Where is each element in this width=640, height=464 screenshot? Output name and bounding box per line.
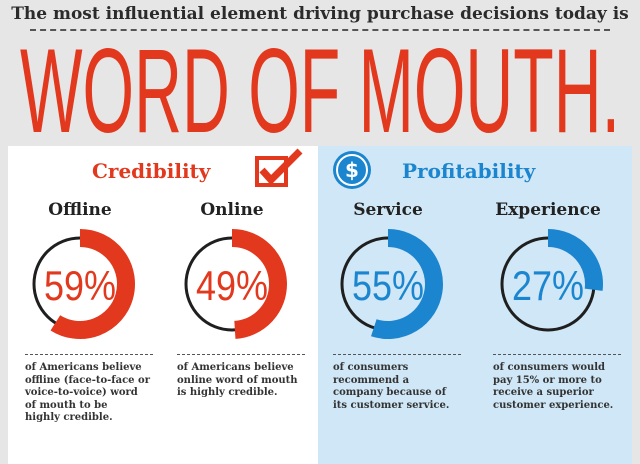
service-ring: 55% [340,229,443,339]
service-divider [333,354,461,355]
profitability-panel [318,146,632,464]
offline-label: Offline [48,200,112,220]
offline-percent: 59% [44,262,116,309]
service-description: of consumers recommend a company because… [333,362,450,411]
offline-ring: 59% [32,229,135,339]
service-percent: 55% [352,262,424,309]
headline-divider [30,29,610,31]
online-divider [177,354,305,355]
svg-text:$: $ [345,158,359,182]
experience-ring-arc [547,229,603,291]
headline-subtitle: The most influential element driving pur… [11,4,629,24]
offline-description: of Americans believe offline (face-to-fa… [25,362,150,423]
online-ring: 49% [184,229,287,339]
main-title: WORD OF MOUTH. [20,34,620,142]
online-label: Online [200,200,264,220]
checkbox-check-icon [255,148,303,187]
experience-label: Experience [495,200,601,220]
service-label: Service [353,200,423,220]
experience-ring: 27% [500,229,603,332]
experience-divider [493,354,621,355]
experience-description: of consumers would pay 15% or more to re… [493,362,614,411]
online-ring-arc [231,229,287,339]
offline-ring-arc [50,229,135,339]
service-ring-arc [371,229,443,339]
online-description: of Americans believe online word of mout… [177,362,298,398]
credibility-title: Credibility [92,159,211,183]
online-percent: 49% [196,262,268,309]
offline-divider [25,354,153,355]
profitability-title: Profitability [402,159,536,183]
experience-percent: 27% [512,262,584,309]
dollar-circle-icon: $ [333,151,371,189]
main-title-text: WORD OF MOUTH. [20,34,620,142]
